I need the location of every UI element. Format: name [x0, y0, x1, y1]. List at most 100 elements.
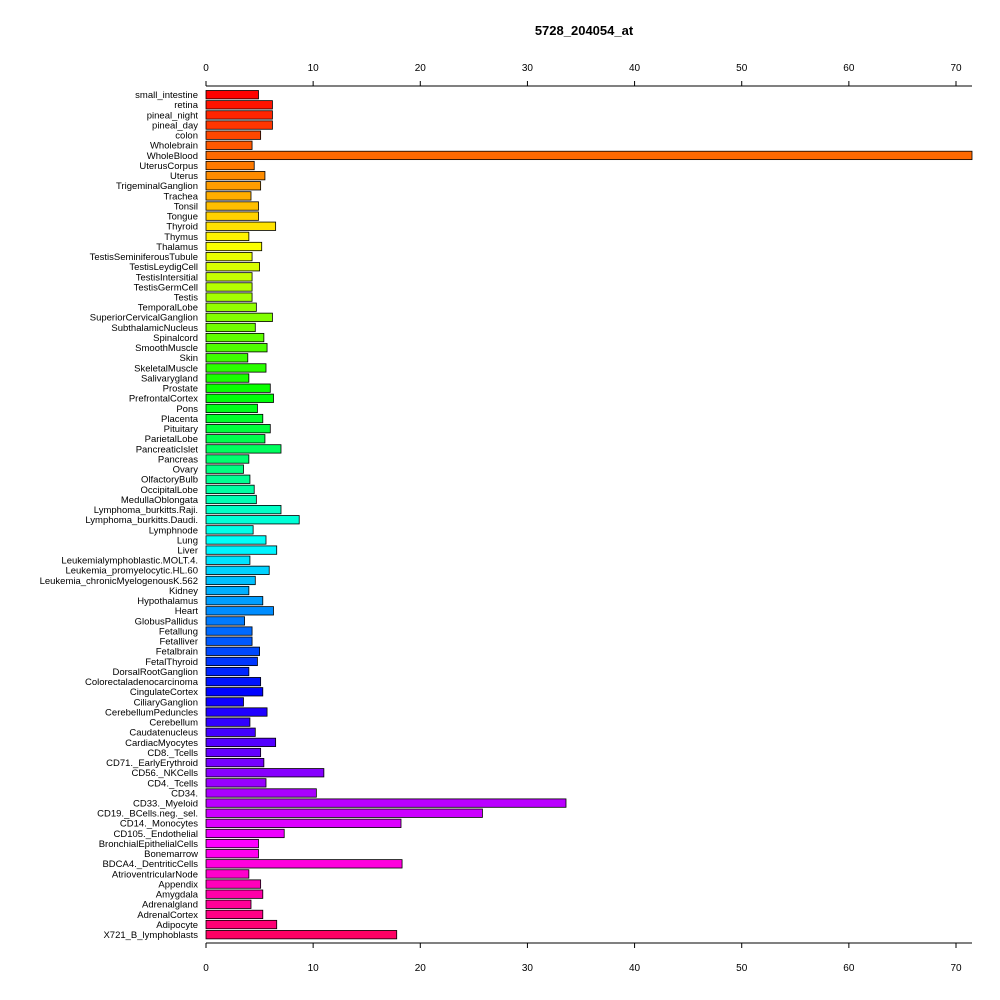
bar — [205, 717, 251, 727]
bar — [205, 737, 277, 747]
bottom-tick-label: 50 — [736, 963, 748, 974]
category-label: SuperiorCervicalGanglion — [90, 313, 198, 324]
category-label: AtrioventricularNode — [112, 869, 198, 880]
top-tick-label: 20 — [415, 63, 427, 74]
bar — [205, 454, 250, 464]
category-label: CD34. — [171, 788, 198, 799]
bar — [205, 545, 278, 555]
category-label: Ovary — [173, 465, 199, 476]
bar — [205, 322, 256, 333]
bottom-x-axis: 0 10 20 30 40 50 60 70 — [203, 942, 972, 974]
category-label: Liver — [177, 546, 198, 557]
category-label: Tongue — [167, 212, 198, 223]
category-label: Adipocyte — [156, 920, 198, 931]
category-label: PrefrontalCortex — [129, 394, 198, 405]
bar — [205, 768, 325, 778]
bar — [205, 292, 253, 302]
category-label: SkeletalMuscle — [134, 363, 198, 374]
category-label: Colorectaladenocarcinoma — [85, 677, 199, 688]
bar — [205, 930, 398, 940]
bar — [205, 353, 249, 363]
category-label: Testis — [174, 293, 199, 304]
bar — [205, 110, 273, 120]
category-label: CD4._Tcells — [147, 778, 198, 789]
bar — [205, 403, 258, 414]
bottom-tick-label: 60 — [843, 963, 855, 974]
category-label: TestisGermCell — [134, 282, 198, 293]
top-tick-label: 50 — [736, 63, 748, 74]
category-label: Thyroid — [166, 222, 198, 233]
chart-title: 5728_204054_at — [535, 23, 634, 38]
bar — [205, 363, 267, 373]
bar — [205, 747, 262, 758]
bar — [205, 636, 253, 646]
category-label: small_intestine — [135, 90, 198, 101]
category-label: OccipitalLobe — [140, 485, 198, 496]
category-label: X721_B_lymphoblasts — [103, 930, 198, 941]
top-tick-label: 70 — [950, 63, 962, 74]
category-label: Thalamus — [156, 242, 198, 253]
top-x-axis: 0 10 20 30 40 50 60 70 — [203, 63, 972, 87]
bar — [205, 262, 260, 272]
bottom-tick-label: 0 — [203, 963, 209, 974]
bar — [205, 505, 282, 515]
bar — [205, 909, 264, 920]
bar — [205, 808, 483, 818]
category-label: Salivarygland — [141, 373, 198, 384]
category-label: ParietalLobe — [145, 434, 198, 445]
category-label: Appendix — [158, 879, 198, 890]
category-label: CD71._EarlyErythroid — [106, 758, 198, 769]
bar — [205, 302, 257, 312]
bar — [205, 413, 264, 424]
bottom-tick-label: 10 — [308, 963, 320, 974]
category-label: Lymphoma_burkitts.Daudi. — [85, 515, 198, 526]
bar — [205, 596, 264, 606]
bar — [205, 120, 273, 130]
bar — [205, 160, 255, 171]
category-label: UterusCorpus — [139, 161, 198, 172]
bar — [205, 150, 973, 161]
category-label: CingulateCortex — [130, 687, 198, 698]
category-label: CD19._BCells.neg._sel. — [97, 809, 198, 820]
category-labels-group: small_intestineretinapineal_nightpineal_… — [40, 90, 199, 941]
bar — [205, 130, 262, 140]
category-label: Hypothalamus — [137, 596, 198, 607]
bar — [205, 343, 268, 353]
bar — [205, 424, 271, 434]
bar — [205, 869, 250, 879]
category-label: Pituitary — [164, 424, 199, 435]
category-label: OlfactoryBulb — [141, 475, 198, 486]
category-label: Trachea — [164, 191, 199, 202]
bar — [205, 666, 250, 677]
top-tick-label: 40 — [629, 63, 641, 74]
bar — [205, 687, 264, 697]
category-label: Skin — [180, 353, 198, 364]
bar — [205, 221, 277, 231]
category-label: Cerebellum — [149, 718, 198, 729]
bar — [205, 191, 252, 201]
bar — [205, 828, 285, 839]
category-label: CD56._NKCells — [131, 768, 198, 779]
bar — [205, 838, 259, 849]
category-label: Caudatenucleus — [129, 728, 198, 739]
category-label: Adrenalgland — [142, 900, 198, 911]
bottom-tick-label: 20 — [415, 963, 427, 974]
bar — [205, 332, 265, 343]
bars-group — [205, 90, 973, 940]
category-label: Leukemia_promyelocytic.HL.60 — [65, 566, 198, 577]
bar — [205, 707, 268, 717]
top-tick-label: 30 — [522, 63, 534, 74]
bar — [205, 100, 273, 110]
category-label: Thymus — [164, 232, 198, 243]
category-label: Wholebrain — [150, 141, 198, 152]
bar — [205, 241, 263, 252]
bar — [205, 606, 274, 616]
category-label: Tonsil — [174, 201, 198, 212]
category-label: Lung — [177, 535, 198, 546]
category-label: CardiacMyocytes — [125, 738, 198, 749]
bar — [205, 171, 266, 181]
bar — [205, 575, 256, 586]
bar — [205, 697, 244, 707]
